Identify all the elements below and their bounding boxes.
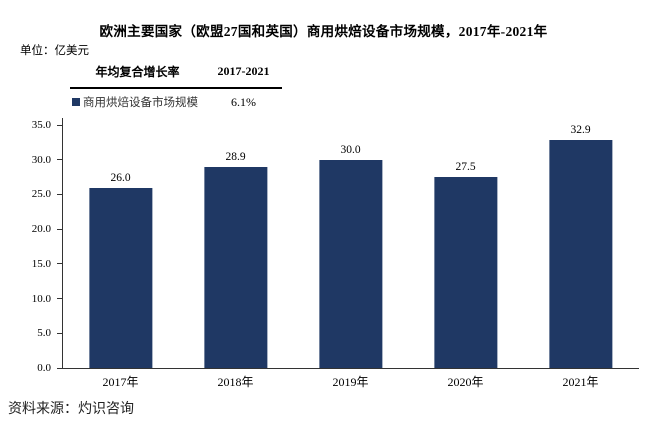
bar-slot: 32.9 (523, 123, 638, 368)
bar (88, 187, 153, 368)
x-tick-label: 2020年 (447, 375, 484, 389)
bar-value-label: 27.5 (455, 161, 476, 174)
y-tick-label: 15.0 (31, 257, 51, 270)
y-tick-label: 35.0 (31, 119, 51, 131)
y-tick-label: 20.0 (31, 223, 51, 236)
bar-value-label: 26.0 (110, 171, 131, 184)
bar (318, 159, 383, 368)
x-axis-line (62, 368, 639, 369)
y-tick-label: 5.0 (37, 327, 51, 340)
bar (203, 167, 268, 368)
y-tick-mark (57, 124, 62, 126)
y-tick-label: 30.0 (31, 153, 51, 166)
cagr-header-period: 2017-2021 (217, 64, 270, 78)
cagr-table-row: 商用烘焙设备市场规模 6.1% (70, 89, 282, 110)
y-tick-mark (57, 193, 62, 195)
legend-series: 商用烘焙设备市场规模 (70, 94, 205, 110)
y-tick-label: 0.0 (37, 362, 51, 374)
x-tick-label: 2018年 (217, 375, 254, 389)
y-tick-mark (57, 263, 62, 265)
cagr-header-label: 年均复合增长率 (95, 65, 180, 79)
bar-slot: 27.5 (408, 125, 523, 368)
bar-slot: 28.9 (178, 125, 293, 368)
y-axis-line (62, 118, 63, 368)
legend-series-label: 商用烘焙设备市场规模 (83, 97, 198, 109)
bar-value-label: 30.0 (340, 143, 361, 156)
bar-value-label: 32.9 (570, 123, 591, 136)
y-tick-label: 10.0 (31, 292, 51, 305)
chart-title: 欧洲主要国家（欧盟27国和英国）商用烘焙设备市场规模，2017年-2021年 (99, 24, 548, 39)
bar-slot: 26.0 (63, 125, 178, 368)
bar-slot: 30.0 (293, 125, 408, 368)
y-tick-mark (57, 228, 62, 230)
y-tick-mark (57, 159, 62, 161)
y-tick-mark (57, 298, 62, 300)
cagr-value: 6.1% (231, 94, 256, 109)
source-note: 资料来源：灼识咨询 (8, 402, 134, 417)
y-tick-mark (57, 367, 62, 369)
cagr-table-header: 年均复合增长率 2017-2021 (70, 63, 282, 89)
x-tick-label: 2021年 (562, 375, 599, 389)
bar-value-label: 28.9 (225, 151, 246, 164)
bar (548, 139, 613, 368)
bar (433, 177, 498, 368)
x-tick-label: 2017年 (102, 375, 139, 389)
unit-label: 单位：亿美元 (20, 45, 89, 57)
cagr-table: 年均复合增长率 2017-2021 商用烘焙设备市场规模 6.1% (70, 63, 282, 110)
bar-plot-area: 26.0 28.9 30.0 27.5 32.9 (63, 123, 638, 368)
series-marker-icon (72, 98, 80, 106)
y-axis: 35.0 30.0 25.0 20.0 15.0 10.0 5.0 0.0 (0, 119, 62, 374)
x-tick-label: 2019年 (332, 375, 369, 389)
x-axis-labels: 2017年 2018年 2019年 2020年 2021年 (63, 373, 638, 390)
y-tick-label: 25.0 (31, 188, 51, 201)
y-tick-mark (57, 332, 62, 334)
